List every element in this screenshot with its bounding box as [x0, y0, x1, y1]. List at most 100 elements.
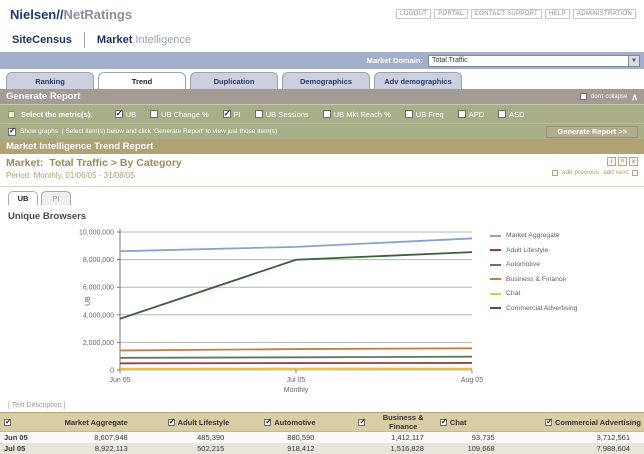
generate-report-title: Generate Report — [6, 91, 80, 102]
help-link[interactable]: HELP — [545, 9, 570, 19]
legend-label: Automotive — [506, 261, 540, 268]
brand-secondary: NetRatings — [63, 7, 132, 22]
market-domain-value: Total Traffic — [429, 57, 468, 64]
ub-sessions-checkbox[interactable] — [255, 110, 263, 118]
ub-freq-label: UB Freq — [416, 110, 444, 119]
col-commercial-advertising: Commercial Advertising — [509, 413, 644, 432]
ub-mkt-reach-checkbox[interactable] — [323, 110, 331, 118]
tab-duplication[interactable]: Duplication — [190, 72, 278, 89]
portal-link[interactable]: PORTAL — [434, 9, 467, 19]
commercial-advertising-checkbox[interactable] — [545, 419, 552, 426]
legend-dash-icon — [490, 278, 501, 280]
col-label: Business & Finance — [368, 413, 437, 431]
pi-checkbox[interactable] — [223, 110, 231, 118]
ub-checkbox[interactable] — [115, 110, 123, 118]
svg-text:UB: UB — [85, 296, 92, 306]
nielsen-netratings-logo: Nielsen//NetRatings — [10, 7, 132, 22]
market-value: Total Traffic > By Category — [49, 157, 182, 169]
report-head: Market: Total Traffic > By Category Peri… — [0, 154, 644, 184]
svg-text:8,000,000: 8,000,000 — [83, 257, 114, 264]
tab-trend[interactable]: Trend — [98, 72, 186, 89]
data-table: Market Aggregate Adult Lifestyle Automot… — [0, 412, 644, 454]
report-tab-row: Ranking Trend Duplication Demographics A… — [0, 69, 644, 89]
add-previous-link[interactable]: add previous — [562, 169, 599, 176]
add-previous-icon[interactable] — [552, 170, 558, 176]
row-label: Jul 05 — [0, 443, 52, 454]
svg-text:2,000,000: 2,000,000 — [83, 340, 114, 347]
legend-item-automotive: Automotive — [490, 261, 577, 268]
market-intelligence-tab-light[interactable]: Intelligence — [135, 34, 191, 46]
metric-asd[interactable]: ASD — [498, 110, 524, 119]
col-label: Automotive — [274, 418, 315, 427]
tab-pi[interactable]: PI — [41, 191, 71, 205]
legend-dash-icon — [490, 249, 501, 251]
business-finance-checkbox[interactable] — [358, 419, 365, 426]
cell: 8,922,113 — [52, 443, 142, 454]
ub-change-label: UB Change % — [161, 110, 209, 119]
market-breadcrumb: Market: Total Traffic > By Category — [6, 157, 182, 169]
add-next-link[interactable]: add next — [603, 169, 628, 176]
tab-adv-demographics[interactable]: Adv demographics — [374, 72, 462, 89]
metric-apd[interactable]: APD — [458, 110, 484, 119]
metric-ub-sessions[interactable]: UB Sessions — [255, 110, 309, 119]
apd-label: APD — [469, 110, 484, 119]
metric-ub-mkt-reach[interactable]: UB Mkt Reach % — [323, 110, 391, 119]
legend-item-commercial-advertising: Commercial Advertising — [490, 305, 577, 312]
metric-ub-change[interactable]: UB Change % — [150, 110, 209, 119]
market-domain-select[interactable]: Total Traffic ▼ — [428, 55, 640, 67]
dont-collapse-checkbox[interactable] — [580, 93, 587, 100]
metric-ub[interactable]: UB — [115, 110, 136, 119]
text-description-link[interactable]: [ Text Description ] — [8, 402, 65, 409]
show-graphs-checkbox[interactable] — [8, 128, 16, 136]
select-all-checkbox[interactable] — [4, 419, 11, 426]
chat-checkbox[interactable] — [440, 419, 447, 426]
svg-text:4,000,000: 4,000,000 — [83, 312, 114, 319]
info-icon[interactable] — [607, 157, 616, 166]
cell: 8,607,948 — [52, 432, 142, 443]
top-links: LOGOUT PORTAL CONTACT SUPPORT HELP ADMIN… — [396, 9, 636, 19]
tab-ub[interactable]: UB — [8, 191, 38, 205]
col-chat: Chat — [438, 413, 509, 432]
step-bullet-icon — [8, 111, 15, 118]
generate-report-header: Generate Report don't collapse ∧ — [0, 89, 644, 104]
collapse-chevron-icon[interactable]: ∧ — [631, 93, 638, 101]
svg-text:0: 0 — [110, 368, 114, 375]
administration-link[interactable]: ADMINISTRATION — [573, 9, 636, 19]
contact-support-link[interactable]: CONTACT SUPPORT — [471, 9, 543, 19]
add-next-icon[interactable] — [632, 170, 638, 176]
brand-primary: Nielsen// — [10, 7, 63, 22]
table-row: Jul 05 8,922,113 502,215 918,412 1,516,8… — [0, 443, 644, 454]
ub-change-checkbox[interactable] — [150, 110, 158, 118]
row-label: Jun 05 — [0, 432, 52, 443]
legend-label: Chat — [506, 290, 520, 297]
asd-checkbox[interactable] — [498, 110, 506, 118]
col-label: Chat — [450, 418, 467, 427]
cell: 93,735 — [438, 432, 509, 443]
legend-label: Adult Lifestyle — [506, 247, 548, 254]
legend-label: Commercial Advertising — [506, 305, 577, 312]
chevron-down-icon[interactable]: ▼ — [628, 56, 639, 66]
tab-ranking[interactable]: Ranking — [6, 72, 94, 89]
show-graphs-hint: | Select item(s) below and click 'Genera… — [62, 128, 277, 135]
col-adult-lifestyle: Adult Lifestyle — [142, 413, 239, 432]
tab-demographics[interactable]: Demographics — [282, 72, 370, 89]
top-bar: Nielsen//NetRatings LOGOUT PORTAL CONTAC… — [0, 0, 644, 28]
pi-label: PI — [234, 110, 241, 119]
ub-sessions-label: UB Sessions — [266, 110, 309, 119]
legend-item-adult-lifestyle: Adult Lifestyle — [490, 247, 577, 254]
sitecensus-tab[interactable]: SiteCensus — [12, 34, 72, 46]
metric-ub-freq[interactable]: UB Freq — [405, 110, 444, 119]
metrics-label: Select the metric(s): — [21, 110, 93, 119]
logout-link[interactable]: LOGOUT — [396, 9, 431, 19]
generate-report-button[interactable]: Generate Report >> — [546, 126, 638, 138]
export-excel-icon[interactable] — [629, 157, 638, 166]
automotive-checkbox[interactable] — [264, 419, 271, 426]
chart-area: 02,000,0004,000,0006,000,0008,000,00010,… — [0, 224, 644, 400]
adult-lifestyle-checkbox[interactable] — [168, 419, 175, 426]
apd-checkbox[interactable] — [458, 110, 466, 118]
metric-pi[interactable]: PI — [223, 110, 241, 119]
ub-freq-checkbox[interactable] — [405, 110, 413, 118]
market-intelligence-tab[interactable]: Market — [97, 34, 132, 46]
cell: 880,590 — [238, 432, 328, 443]
print-icon[interactable] — [618, 157, 627, 166]
